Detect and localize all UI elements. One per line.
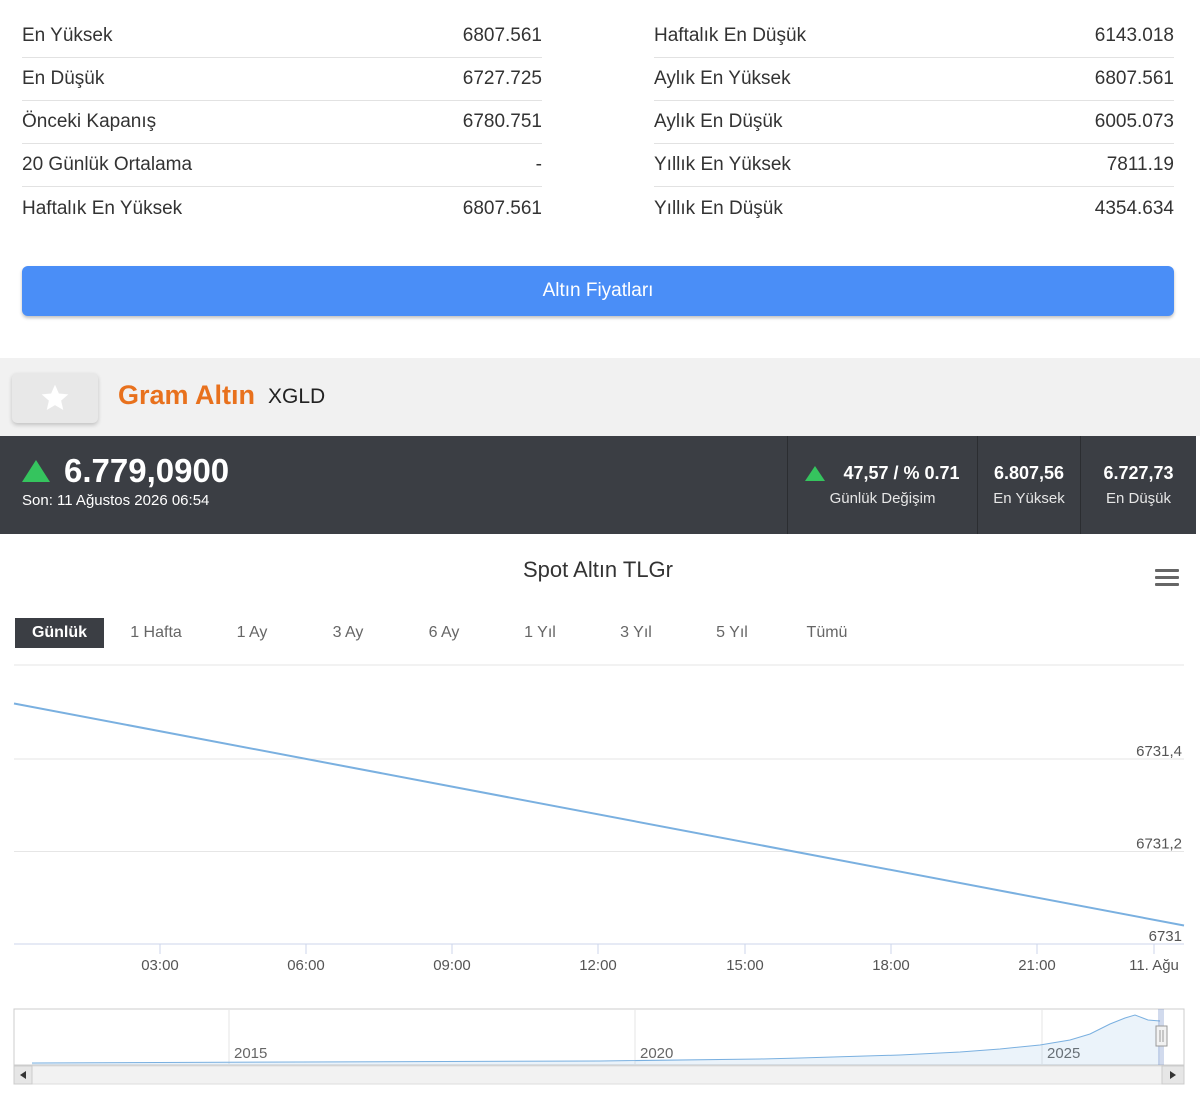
stat-value: 6143.018: [1094, 25, 1174, 46]
navigator-area: [32, 1015, 1160, 1065]
stat-label: Haftalık En Yüksek: [22, 197, 183, 219]
stat-row: Aylık En Düşük 6005.073: [654, 101, 1174, 144]
daily-low-cell: 6.727,73 En Düşük: [1080, 436, 1196, 534]
y-tick-label: 6731,4: [1136, 743, 1182, 760]
stat-row: Yıllık En Düşük 4354.634: [654, 187, 1174, 230]
current-price: 6.779,0900: [64, 452, 230, 489]
stat-row: En Düşük 6727.725: [22, 58, 542, 101]
asset-header-band: [0, 358, 1200, 436]
stat-value: 7811.19: [1106, 154, 1174, 175]
scroll-right-arrow-icon: [1170, 1071, 1176, 1079]
daily-change-label: Günlük Değişim: [829, 490, 936, 507]
main-chart[interactable]: 6731,4 6731,2 6731 03:00 06:00 09:00 12:00 15:0…: [0, 660, 1200, 1000]
stat-label: Aylık En Düşük: [654, 111, 783, 132]
stat-row: Yıllık En Yüksek 7811.19: [654, 144, 1174, 187]
menu-icon[interactable]: [1155, 569, 1179, 587]
daily-low-label: En Düşük: [1105, 490, 1172, 507]
x-tick-label: 11. Ağu: [1129, 957, 1179, 974]
price-bar: 6.779,0900 Son: 11 Ağustos 2026 06:54 47…: [0, 436, 1196, 534]
y-tick-label: 6731: [1149, 928, 1182, 945]
star-icon: [41, 384, 69, 410]
navigator-tick-label: 2025: [1047, 1045, 1080, 1062]
x-tick-label: 15:00: [726, 957, 764, 974]
scroll-left-arrow-icon: [20, 1071, 26, 1079]
daily-change-value: 47,57 / % 0.71: [843, 463, 960, 483]
x-tick-label: 18:00: [872, 957, 910, 974]
range-button[interactable]: Günlük: [15, 618, 104, 648]
range-button[interactable]: 5 Yıl: [716, 624, 748, 641]
stat-row: Haftalık En Yüksek 6807.561: [22, 187, 542, 230]
range-button[interactable]: 6 Ay: [428, 624, 460, 641]
stat-label: Haftalık En Düşük: [654, 25, 807, 46]
stat-row: 20 Günlük Ortalama -: [22, 144, 542, 187]
stat-value: 6727.725: [462, 68, 542, 89]
stat-row: Haftalık En Düşük 6143.018: [654, 15, 1174, 58]
stat-value: 4354.634: [1094, 197, 1174, 219]
stat-label: Önceki Kapanış: [22, 111, 157, 132]
range-button[interactable]: 3 Ay: [332, 624, 364, 641]
navigator-handle[interactable]: [1155, 1025, 1168, 1047]
daily-high-label: En Yüksek: [993, 490, 1065, 507]
stat-value: 6807.561: [462, 197, 542, 219]
navigator-tick-label: 2020: [640, 1045, 673, 1062]
range-button[interactable]: Tümü: [806, 624, 848, 641]
series-line: [13, 702, 1185, 927]
x-tick-label: 06:00: [287, 957, 325, 974]
navigator-tick-label: 2015: [234, 1045, 267, 1062]
navigator-frame: [13, 1008, 1185, 1066]
stat-row: Önceki Kapanış 6780.751: [22, 101, 542, 144]
stat-row: Aylık En Yüksek 6807.561: [654, 58, 1174, 101]
stats-column-right: Haftalık En Düşük 6143.018 Aylık En Yüksek…: [654, 15, 1174, 230]
x-tick-label: 21:00: [1018, 957, 1056, 974]
favorite-button[interactable]: [12, 373, 98, 423]
daily-low-value: 6.727,73: [1103, 463, 1174, 483]
asset-name: Gram Altın: [118, 380, 256, 410]
stat-label: 20 Günlük Ortalama: [22, 154, 193, 175]
stat-label: Yıllık En Düşük: [654, 197, 783, 219]
stat-value: -: [535, 154, 542, 175]
scrollbar-track[interactable]: [13, 1065, 1185, 1085]
stat-label: Yıllık En Yüksek: [654, 154, 791, 175]
up-arrow-icon: [805, 466, 826, 481]
daily-high-cell: 6.807,56 En Yüksek: [977, 436, 1080, 534]
stat-label: En Yüksek: [22, 25, 113, 46]
daily-change-cell: 47,57 / % 0.71 Günlük Değişim: [787, 436, 977, 534]
stat-value: 6005.073: [1094, 111, 1174, 132]
navigator-chart[interactable]: 2015 2020 2025: [0, 1000, 1200, 1102]
gold-prices-button[interactable]: Altın Fiyatları: [22, 266, 1174, 316]
stat-label: En Düşük: [22, 68, 105, 89]
stat-row: En Yüksek 6807.561: [22, 15, 542, 58]
range-button[interactable]: 1 Hafta: [130, 624, 182, 641]
stat-value: 6780.751: [462, 111, 542, 132]
range-button[interactable]: 1 Ay: [236, 624, 268, 641]
x-tick-label: 12:00: [579, 957, 617, 974]
last-update-time: Son: 11 Ağustos 2026 06:54: [22, 492, 210, 509]
stats-card: En Yüksek 6807.561 En Düşük 6727.725 Önceki …: [0, 0, 1196, 358]
stat-value: 6807.561: [1094, 68, 1174, 89]
navigator-series: [31, 1014, 1161, 1064]
range-button[interactable]: 1 Yıl: [524, 624, 556, 641]
stat-label: Aylık En Yüksek: [654, 68, 791, 89]
asset-code: XGLD: [268, 385, 326, 408]
x-tick-label: 03:00: [141, 957, 179, 974]
daily-high-value: 6.807,56: [993, 463, 1065, 483]
chart-title: Spot Altın TLGr: [522, 557, 673, 582]
y-tick-label: 6731,2: [1136, 836, 1182, 853]
x-tick-label: 09:00: [433, 957, 471, 974]
stats-column-left: En Yüksek 6807.561 En Düşük 6727.725 Önceki …: [22, 15, 542, 230]
stat-value: 6807.561: [462, 25, 542, 46]
up-arrow-icon: [22, 460, 50, 482]
range-button[interactable]: 3 Yıl: [620, 624, 652, 641]
